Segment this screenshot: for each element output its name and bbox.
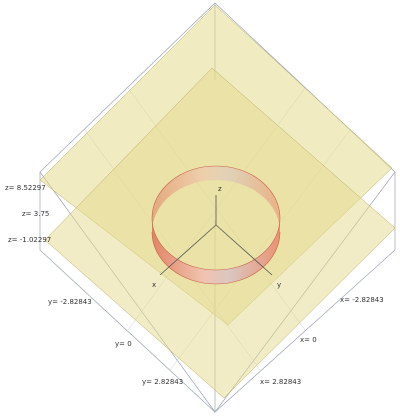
axis-label-y: y — [277, 281, 281, 289]
z-tick-label: z= 3.75 — [22, 210, 49, 218]
x-tick-label: x= 2.82843 — [260, 378, 301, 386]
y-tick-label: y= 2.82843 — [142, 378, 183, 386]
y-tick-label: y= 0 — [115, 340, 132, 348]
axis-label-x: x — [152, 281, 156, 289]
plane-lower — [44, 67, 396, 399]
axes-lines — [159, 195, 273, 276]
cylinder-band — [151, 165, 281, 285]
z-tick-label: z= -1.02297 — [8, 236, 51, 244]
z-tick-label: z= 8.52297 — [5, 184, 46, 192]
x-tick-label: x= -2.82843 — [340, 296, 384, 304]
axis-label-z: z — [218, 185, 222, 193]
y-tick-label: y= -2.82843 — [48, 298, 92, 306]
x-tick-label: x= 0 — [300, 336, 317, 344]
